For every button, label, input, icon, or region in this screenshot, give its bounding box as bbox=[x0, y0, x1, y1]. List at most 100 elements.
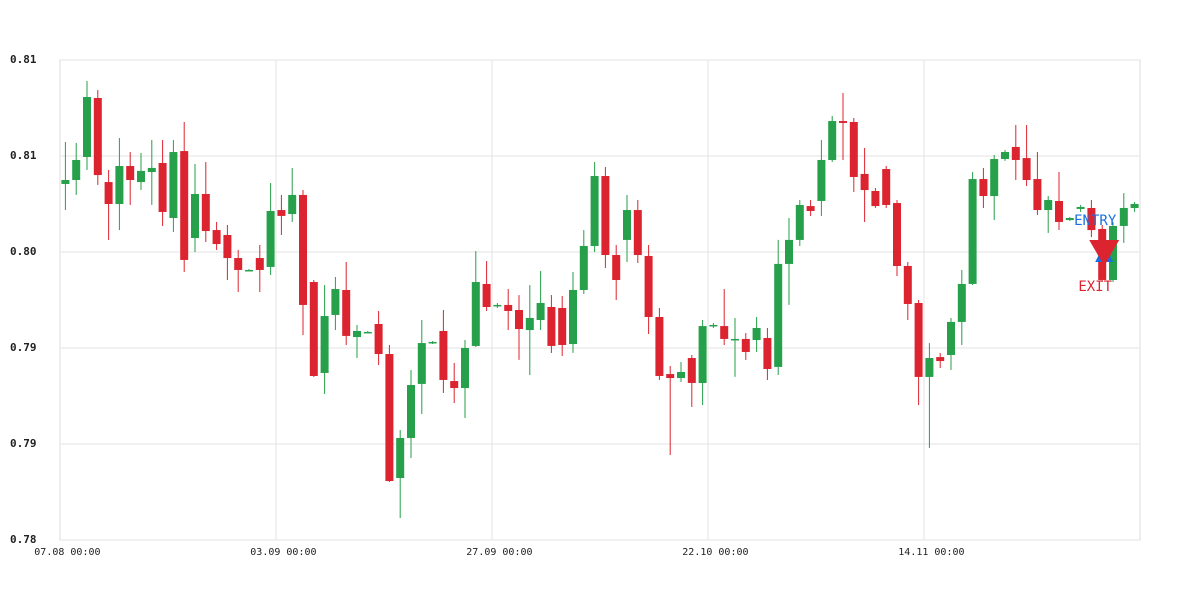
candle-body bbox=[752, 327, 761, 341]
candle-body bbox=[709, 324, 718, 327]
candle-body bbox=[245, 269, 253, 272]
candle-body bbox=[828, 121, 837, 160]
candle-body bbox=[104, 182, 113, 204]
candle-body bbox=[482, 283, 491, 307]
candle-body bbox=[968, 179, 977, 284]
candle-body bbox=[1001, 152, 1009, 160]
candle-body bbox=[644, 255, 653, 318]
candle-body bbox=[374, 324, 383, 355]
candle-body bbox=[363, 331, 372, 334]
candle-body bbox=[623, 210, 631, 240]
candle-body bbox=[1055, 200, 1063, 222]
candle-body bbox=[569, 289, 577, 345]
candle-body bbox=[201, 193, 210, 232]
candle-body bbox=[450, 381, 459, 389]
plot-frame bbox=[59, 59, 1141, 541]
candle-body bbox=[1044, 200, 1053, 211]
candle-body bbox=[903, 265, 912, 304]
candle-body bbox=[342, 289, 351, 336]
candle-body bbox=[83, 97, 91, 157]
candle-body bbox=[806, 206, 815, 211]
candle-body bbox=[525, 317, 534, 331]
candle-body bbox=[147, 167, 156, 173]
candle-body bbox=[871, 190, 880, 207]
candle-body bbox=[601, 176, 610, 256]
candle-body bbox=[255, 258, 264, 270]
candle-body bbox=[1076, 207, 1085, 209]
candle-body bbox=[223, 234, 232, 259]
candle-body bbox=[1033, 179, 1042, 211]
candle-body bbox=[61, 180, 70, 184]
candle-body bbox=[795, 204, 804, 240]
candle-body bbox=[731, 338, 739, 341]
candle-body bbox=[277, 210, 286, 216]
candle-body bbox=[266, 210, 275, 267]
candle-body bbox=[925, 358, 934, 377]
x-tick-label: 22.10 00:00 bbox=[682, 547, 748, 558]
candle-body bbox=[947, 321, 955, 355]
candle-body bbox=[1065, 217, 1074, 221]
candle-body bbox=[320, 316, 329, 373]
candle-body bbox=[957, 283, 966, 322]
candle-body bbox=[461, 348, 469, 389]
x-tick-label: 07.08 00:00 bbox=[34, 547, 100, 558]
candle-body bbox=[655, 317, 664, 376]
candle-body bbox=[331, 289, 340, 315]
candle-body bbox=[72, 159, 81, 180]
x-tick-label: 27.09 00:00 bbox=[466, 547, 532, 558]
candle-body bbox=[1119, 207, 1128, 226]
candle-body bbox=[860, 173, 869, 191]
candle-body bbox=[612, 255, 621, 280]
trade-label: EXIT bbox=[1078, 279, 1112, 295]
candle-body bbox=[299, 194, 307, 305]
candle-body bbox=[741, 338, 750, 352]
candle-body bbox=[785, 239, 793, 264]
candle-body bbox=[990, 159, 999, 197]
candle-body bbox=[396, 437, 405, 479]
y-tick-label: 0.80 bbox=[10, 245, 37, 258]
candle-body bbox=[504, 304, 513, 311]
candle-body bbox=[893, 203, 901, 266]
candle-body bbox=[353, 330, 361, 338]
candle-body bbox=[180, 151, 189, 260]
candle-body bbox=[763, 337, 772, 369]
candle-body bbox=[979, 179, 988, 197]
candle-body bbox=[687, 358, 696, 383]
candle-body bbox=[547, 306, 556, 346]
x-tick-label: 03.09 00:00 bbox=[250, 547, 316, 558]
candle-body bbox=[428, 341, 437, 344]
y-tick-label: 0.81 bbox=[10, 149, 37, 162]
y-tick-label: 0.79 bbox=[10, 341, 37, 354]
candle-body bbox=[633, 210, 642, 256]
candle-body bbox=[914, 303, 923, 377]
candle-body bbox=[169, 152, 178, 218]
candle-body bbox=[590, 176, 599, 246]
candle-body bbox=[407, 385, 415, 438]
candle-body bbox=[666, 374, 675, 379]
candle-body bbox=[158, 162, 167, 212]
candle-body bbox=[536, 303, 545, 321]
candle-body bbox=[698, 326, 707, 383]
candle-body bbox=[115, 166, 124, 204]
candle-body bbox=[309, 282, 318, 376]
candle-body bbox=[493, 304, 502, 307]
candle-body bbox=[1130, 204, 1139, 208]
candle-body bbox=[579, 245, 588, 290]
candle-body bbox=[882, 169, 891, 205]
candle-body bbox=[385, 354, 394, 482]
candle-body bbox=[126, 166, 135, 180]
candle-body bbox=[849, 121, 858, 177]
trade-marker bbox=[1089, 239, 1120, 266]
candle-body bbox=[212, 230, 221, 245]
y-tick-label: 0.78 bbox=[10, 533, 37, 546]
y-tick-label: 0.79 bbox=[10, 437, 37, 450]
candle-body bbox=[558, 307, 567, 345]
candle-body bbox=[817, 159, 826, 201]
candle-body bbox=[288, 194, 297, 215]
candle-body bbox=[839, 121, 847, 123]
candle-body bbox=[936, 357, 945, 362]
candle-body bbox=[677, 372, 685, 379]
trade-label: ENTRY bbox=[1074, 213, 1117, 229]
candle-body bbox=[439, 330, 448, 380]
